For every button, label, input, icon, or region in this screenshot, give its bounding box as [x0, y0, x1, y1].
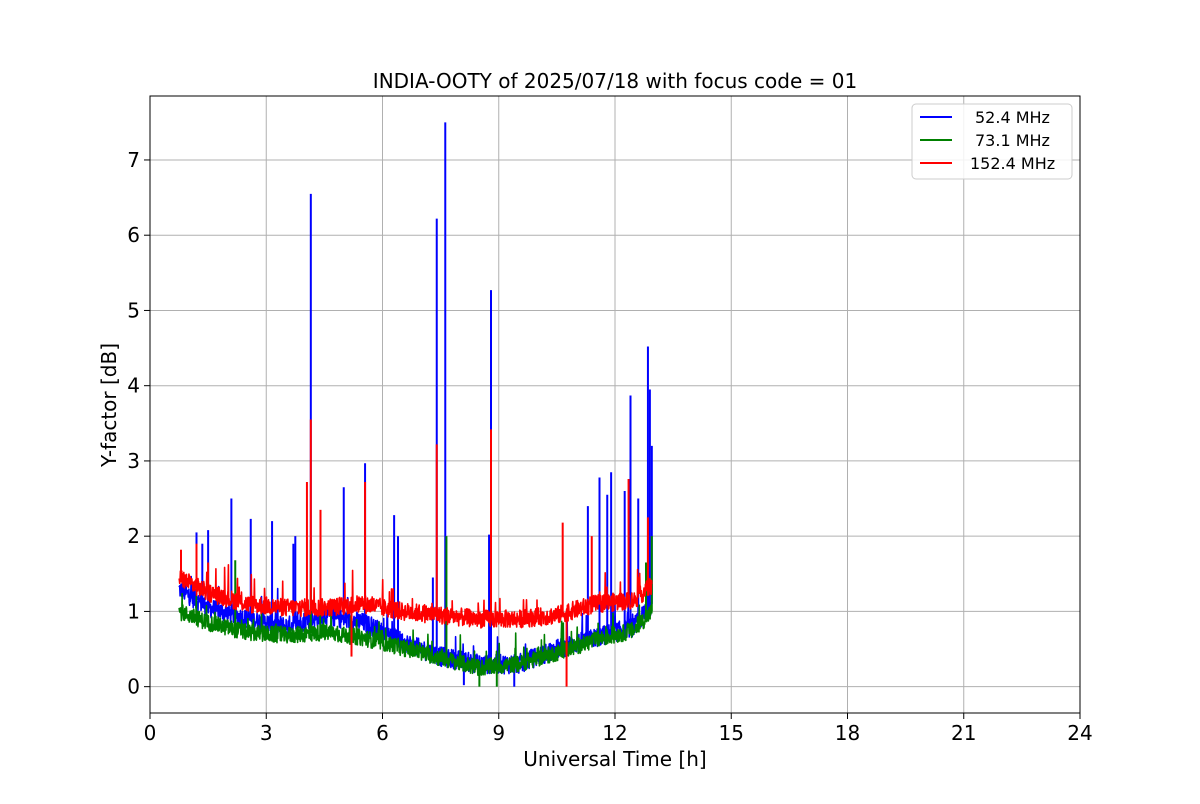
series-group: [178, 122, 653, 687]
x-axis-label: Universal Time [h]: [523, 747, 706, 771]
y-axis-label: Y-factor [dB]: [97, 343, 121, 468]
legend-label-series-1: 52.4 MHz: [975, 108, 1050, 127]
x-tick-label: 6: [376, 721, 389, 745]
y-tick-label: 6: [127, 223, 140, 247]
y-tick-label: 3: [127, 449, 140, 473]
x-tick-label: 18: [835, 721, 860, 745]
y-tick-label: 5: [127, 298, 140, 322]
chart-title: INDIA-OOTY of 2025/07/18 with focus code…: [373, 69, 857, 93]
y-tick-label: 7: [127, 148, 140, 172]
legend-label-series-3: 152.4 MHz: [970, 154, 1055, 173]
x-tick-label: 3: [260, 721, 273, 745]
y-tick-label: 1: [127, 599, 140, 623]
y-tick-label: 4: [127, 374, 140, 398]
x-tick-label: 24: [1067, 721, 1092, 745]
y-tick-label: 2: [127, 524, 140, 548]
x-tick-label: 9: [492, 721, 505, 745]
y-tick-label: 0: [127, 675, 140, 699]
x-tick-label: 0: [144, 721, 157, 745]
series-3-line: [178, 564, 653, 629]
series-2-line: [178, 592, 653, 677]
x-tick-label: 15: [719, 721, 744, 745]
legend-label-series-2: 73.1 MHz: [975, 131, 1050, 150]
legend-box: [911, 103, 1073, 180]
x-tick-label: 21: [951, 721, 976, 745]
legend: 52.4 MHz 73.1 MHz 152.4 MHz: [911, 103, 1073, 180]
x-tick-label: 12: [602, 721, 627, 745]
